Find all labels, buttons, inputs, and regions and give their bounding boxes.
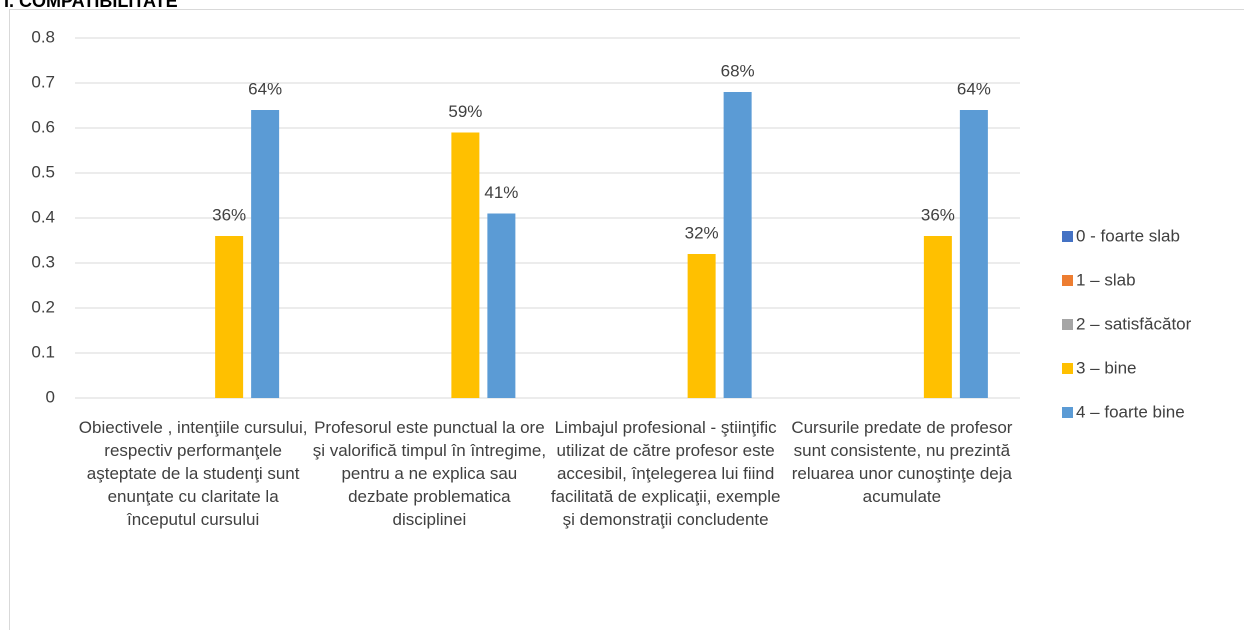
data-label: 59% [448, 102, 482, 121]
bar [215, 236, 244, 398]
legend-label: 2 – satisfăcător [1076, 314, 1192, 333]
bar [487, 213, 516, 398]
y-tick-label: 0.2 [31, 297, 55, 316]
data-label: 68% [721, 61, 755, 80]
legend-label: 4 – foarte bine [1076, 402, 1185, 421]
data-label: 36% [921, 205, 955, 224]
bar [451, 132, 480, 398]
data-label: 64% [248, 79, 282, 98]
y-tick-label: 0.5 [31, 162, 55, 181]
bar [687, 254, 716, 398]
legend-swatch [1062, 319, 1073, 330]
y-tick-label: 0.6 [31, 117, 55, 136]
y-tick-label: 0.4 [31, 207, 55, 226]
legend-label: 3 – bine [1076, 358, 1137, 377]
chart-title: I. COMPATIBILITATE [4, 0, 178, 11]
bar [251, 110, 280, 398]
x-tick-label: Cursurile predate de profesor sunt consi… [791, 418, 1013, 506]
y-tick-label: 0.1 [31, 342, 55, 361]
x-tick-label: Obiectivele , intenţiile cursului, respe… [78, 418, 308, 529]
data-label: 32% [685, 223, 719, 242]
y-tick-label: 0.8 [31, 27, 55, 46]
data-label: 64% [957, 79, 991, 98]
data-label: 41% [484, 183, 518, 202]
y-tick-label: 0.3 [31, 252, 55, 271]
bar [959, 110, 988, 398]
legend-label: 0 - foarte slab [1076, 226, 1180, 245]
legend-swatch [1062, 231, 1073, 242]
legend-swatch [1062, 407, 1073, 418]
legend-swatch [1062, 363, 1073, 374]
y-tick-label: 0.7 [31, 72, 55, 91]
bar [723, 92, 752, 398]
legend-swatch [1062, 275, 1073, 286]
legend-label: 1 – slab [1076, 270, 1136, 289]
bar [923, 236, 952, 398]
x-tick-label: Limbajul profesional - ştiinţific utiliz… [550, 418, 781, 529]
x-tick-label: Profesorul este punctual la ore şi valor… [312, 418, 547, 529]
y-tick-label: 0 [46, 387, 55, 406]
data-label: 36% [212, 205, 246, 224]
